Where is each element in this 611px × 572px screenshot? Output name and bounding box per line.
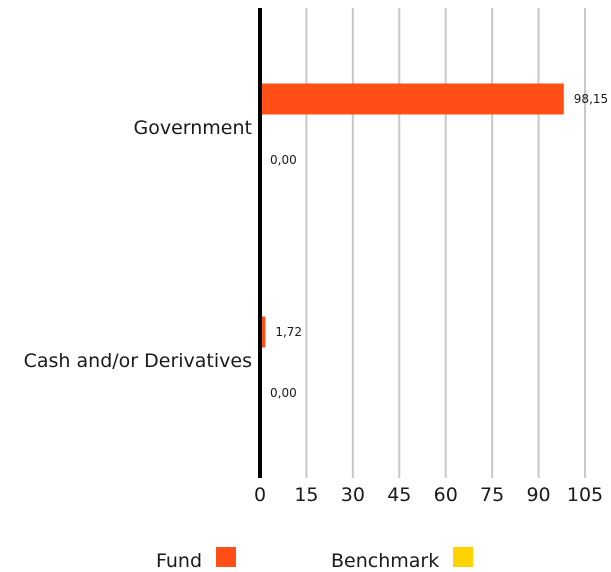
data-label-fund-0: 98,15: [574, 92, 608, 106]
bars: 98,15 0,00 1,72 0,00: [260, 83, 608, 400]
legend-label-1: Benchmark: [331, 550, 439, 572]
legend-swatch-1: [453, 547, 473, 567]
category-label-0: Government: [134, 117, 253, 139]
x-tick-label-75: 75: [480, 484, 504, 506]
data-label-fund-1: 1,72: [275, 325, 302, 339]
category-labels: Government Cash and/or Derivatives: [24, 117, 252, 372]
x-tick-label-105: 105: [567, 484, 603, 506]
legend-label-0: Fund: [156, 550, 202, 572]
bar-fund-0: [260, 83, 564, 115]
x-tick-label-60: 60: [434, 484, 458, 506]
category-label-1: Cash and/or Derivatives: [24, 350, 252, 372]
legend: Fund Benchmark: [156, 547, 473, 572]
x-tick-label-30: 30: [341, 484, 365, 506]
x-tick-label-15: 15: [294, 484, 318, 506]
data-label-benchmark-1: 0,00: [270, 386, 297, 400]
data-label-benchmark-0: 0,00: [270, 153, 297, 167]
x-tick-label-90: 90: [526, 484, 550, 506]
bar-fund-1: [260, 316, 266, 348]
x-tick-labels: 0 15 30 45 60 75 90 105: [254, 484, 603, 506]
x-tick-label-45: 45: [387, 484, 411, 506]
x-tick-label-0: 0: [254, 484, 266, 506]
legend-swatch-0: [216, 547, 236, 567]
gridlines: [305, 8, 586, 478]
